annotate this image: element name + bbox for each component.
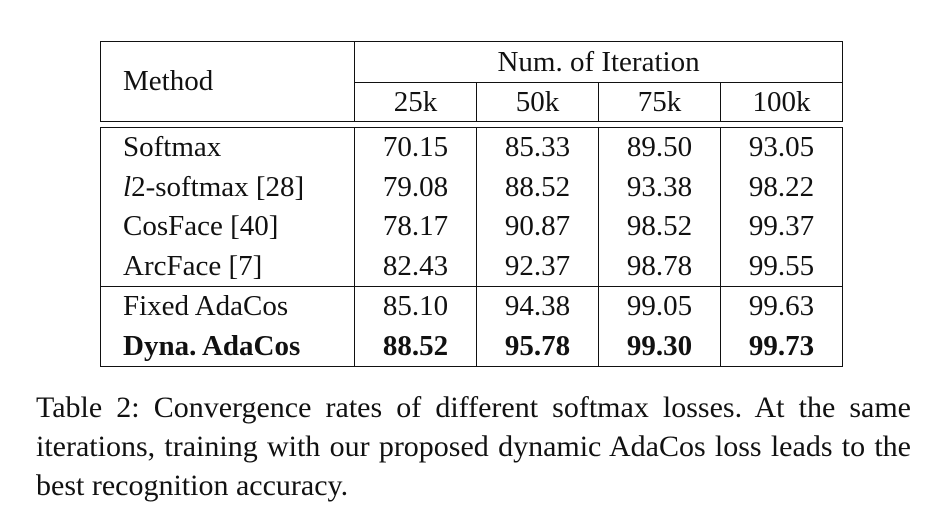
accuracy-cell: 99.73 (719, 326, 844, 367)
accuracy-cell: 79.08 (354, 167, 477, 207)
method-name: CosFace [40] (100, 207, 355, 247)
table-row-best: Dyna. AdaCos 88.52 95.78 99.30 99.73 (100, 326, 844, 367)
accuracy-cell: 95.78 (476, 326, 599, 367)
accuracy-cell: 99.05 (598, 286, 721, 327)
accuracy-cell: 98.52 (598, 207, 721, 247)
accuracy-cell: 88.52 (476, 167, 599, 207)
method-header: Method (100, 41, 355, 122)
accuracy-cell: 88.52 (354, 326, 477, 367)
convergence-rates-table: Method Num. of Iteration 25k 50k 75k 100… (100, 41, 844, 367)
accuracy-cell: 99.37 (719, 207, 844, 247)
method-name: Softmax (100, 127, 355, 168)
method-name: Fixed AdaCos (100, 286, 355, 327)
method-name: Dyna. AdaCos (100, 326, 355, 367)
iteration-column-header: 25k (354, 82, 477, 122)
iteration-column-header: 75k (598, 82, 721, 122)
method-name: ArcFace [7] (100, 246, 355, 287)
table-row: Fixed AdaCos 85.10 94.38 99.05 99.63 (100, 286, 844, 327)
table-caption: Table 2: Convergence rates of different … (36, 391, 911, 502)
accuracy-cell: 98.22 (719, 167, 844, 207)
accuracy-cell: 82.43 (354, 246, 477, 287)
accuracy-cell: 85.10 (354, 286, 477, 327)
results-table-container: Method Num. of Iteration 25k 50k 75k 100… (100, 41, 844, 367)
accuracy-cell: 99.30 (598, 326, 721, 367)
accuracy-cell: 99.63 (719, 286, 844, 327)
accuracy-cell: 90.87 (476, 207, 599, 247)
table-row: CosFace [40] 78.17 90.87 98.52 99.37 (100, 207, 844, 247)
method-name: l2-softmax [28] (100, 167, 355, 207)
table-row: Softmax 70.15 85.33 89.50 93.05 (100, 127, 844, 168)
accuracy-cell: 92.37 (476, 246, 599, 287)
accuracy-cell: 78.17 (354, 207, 477, 247)
accuracy-cell: 70.15 (354, 127, 477, 168)
iteration-group-header: Num. of Iteration (353, 41, 844, 83)
table-row: l2-softmax [28] 79.08 88.52 93.38 98.22 (100, 167, 844, 207)
iteration-column-header: 100k (719, 82, 844, 122)
table-row: ArcFace [7] 82.43 92.37 98.78 99.55 (100, 246, 844, 287)
accuracy-cell: 93.38 (598, 167, 721, 207)
accuracy-cell: 94.38 (476, 286, 599, 327)
iteration-column-header: 50k (476, 82, 599, 122)
accuracy-cell: 85.33 (476, 127, 599, 168)
accuracy-cell: 99.55 (719, 246, 844, 287)
accuracy-cell: 89.50 (598, 127, 721, 168)
accuracy-cell: 98.78 (598, 246, 721, 287)
accuracy-cell: 93.05 (719, 127, 844, 168)
